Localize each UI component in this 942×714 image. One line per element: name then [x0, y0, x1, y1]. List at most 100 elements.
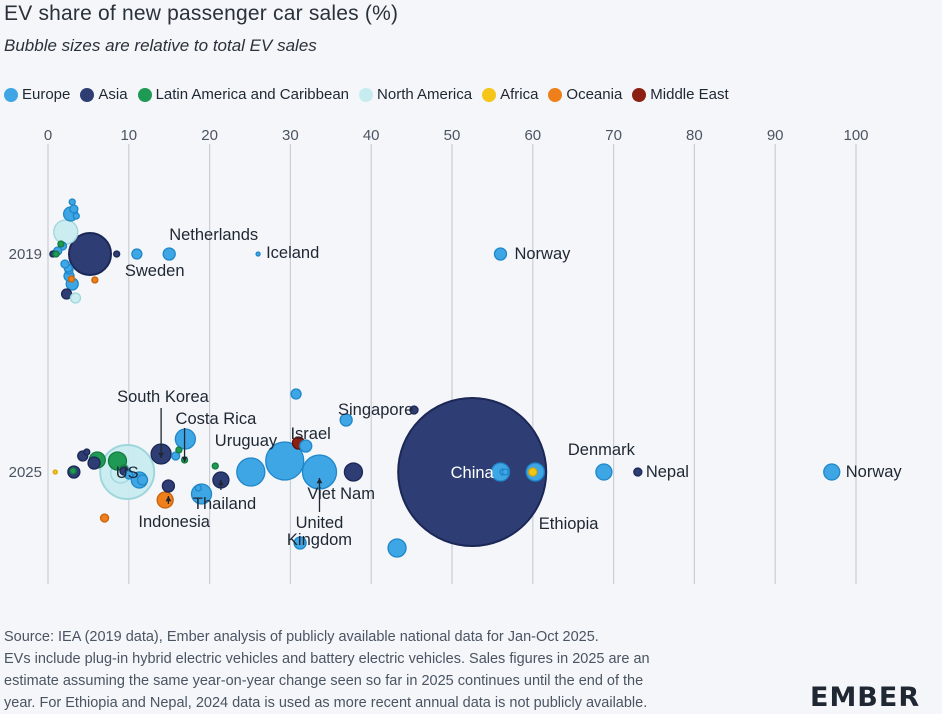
- bubble-africa: [52, 469, 58, 475]
- bubble-europe: [171, 451, 181, 461]
- data-label: Singapore: [338, 401, 413, 419]
- bubble-europe: [60, 259, 70, 269]
- legend: Europe Asia Latin America and Caribbean …: [4, 86, 729, 103]
- bubble-europe: [72, 212, 80, 220]
- x-tick-label: 10: [120, 127, 137, 144]
- data-label: Indonesia: [138, 513, 210, 531]
- data-label: Kingdom: [287, 531, 352, 549]
- y-category-label: 2019: [9, 246, 42, 263]
- bubble-europe: [194, 484, 202, 492]
- source-line: EVs include plug-in hybrid electric vehi…: [4, 651, 650, 667]
- x-tick-label: 100: [843, 127, 868, 144]
- bubble-nepal: [633, 467, 643, 477]
- legend-label: Asia: [98, 86, 128, 103]
- x-tick-label: 90: [767, 127, 784, 144]
- legend-label: North America: [377, 86, 473, 103]
- data-label: United: [296, 514, 344, 532]
- chart-title: EV share of new passenger car sales (%): [4, 2, 399, 25]
- bubble-europe: [69, 204, 79, 214]
- bubble-europe: [299, 439, 313, 453]
- x-tick-label: 60: [524, 127, 541, 144]
- data-label: Costa Rica: [176, 410, 258, 428]
- annotation-arrowhead: [165, 496, 172, 502]
- bubble-europe: [339, 413, 353, 427]
- source-line: Source: IEA (2019 data), Ember analysis …: [4, 629, 599, 645]
- x-tick-label: 70: [605, 127, 622, 144]
- x-tick-label: 40: [363, 127, 380, 144]
- data-label: Nepal: [646, 463, 689, 481]
- source-line: year. For Ethiopia and Nepal, 2024 data …: [4, 695, 648, 711]
- legend-swatch: [632, 87, 647, 102]
- x-tick-label: 20: [201, 127, 218, 144]
- bubble-north-america: [53, 219, 79, 245]
- x-tick-label: 30: [282, 127, 299, 144]
- data-label: Norway: [514, 245, 571, 263]
- bubble-europe: [265, 441, 305, 481]
- bubble-oceania: [156, 491, 174, 509]
- bubble-europe: [68, 198, 76, 206]
- data-label: Uruguay: [215, 432, 278, 450]
- data-label: Denmark: [568, 441, 636, 459]
- legend-item-asia: Asia: [80, 86, 128, 103]
- data-label: Netherlands: [169, 226, 258, 244]
- bubble-latin-america-and-caribbean: [69, 467, 77, 475]
- bubble-viet-nam: [343, 462, 364, 482]
- data-label: Iceland: [266, 244, 319, 262]
- bubble-latin-america-and-caribbean: [211, 462, 219, 470]
- ember-logo: EMBER: [810, 682, 921, 713]
- legend-item-oceania: Oceania: [548, 86, 622, 103]
- source-note: Source: IEA (2019 data), Ember analysis …: [4, 626, 794, 714]
- legend-swatch: [359, 87, 374, 102]
- data-label: China: [451, 464, 495, 482]
- legend-item-africa: Africa: [482, 86, 538, 103]
- legend-swatch: [80, 87, 95, 102]
- bubble-oceania: [91, 276, 99, 284]
- bubble-china: [397, 397, 548, 547]
- legend-swatch: [137, 87, 152, 102]
- data-label: Norway: [846, 463, 903, 481]
- legend-label: Latin America and Caribbean: [155, 86, 350, 103]
- data-label: Ethiopia: [539, 515, 599, 533]
- data-label: US: [116, 464, 139, 482]
- legend-label: Europe: [22, 86, 71, 103]
- bubble-asia: [113, 250, 121, 258]
- bubble-europe: [290, 388, 302, 400]
- legend-item-latin-america: Latin America and Caribbean: [137, 86, 350, 103]
- bubble-latin-america-and-caribbean: [175, 446, 183, 454]
- bubble-europe: [174, 428, 197, 450]
- bubble-norway: [823, 463, 841, 481]
- bubble-sweden: [131, 248, 143, 260]
- legend-swatch: [4, 87, 18, 102]
- bubble-asia: [68, 232, 113, 276]
- legend-swatch: [548, 87, 563, 102]
- legend-label: Oceania: [566, 86, 623, 103]
- bubble-uruguay: [236, 457, 266, 487]
- legend-label: Africa: [500, 86, 539, 103]
- source-line: estimate assuming the same year-on-year …: [4, 673, 644, 689]
- legend-item-middle-east: Middle East: [632, 86, 729, 103]
- annotation-arrowhead: [316, 478, 323, 484]
- bubble-europe: [293, 536, 307, 550]
- bubble-asia: [83, 448, 91, 456]
- x-tick-label: 0: [44, 127, 52, 144]
- bubble-oceania: [67, 275, 76, 283]
- legend-item-north-america: North America: [359, 86, 472, 103]
- bubble-ethiopia: [528, 467, 538, 477]
- data-label: South Korea: [117, 388, 210, 406]
- bubble-singapore: [409, 405, 419, 415]
- bubble-chart: 0 10 20 30 40 50 60 70 80 90 100 2019 2025 Netherland…: [9, 127, 903, 584]
- data-label: Thailand: [193, 495, 256, 513]
- legend-item-europe: Europe: [4, 86, 70, 103]
- bubble-europe: [387, 538, 407, 558]
- bubble-iceland: [255, 251, 261, 257]
- x-tick-label: 50: [444, 127, 461, 144]
- x-tick-label: 80: [686, 127, 703, 144]
- bubble-europe: [136, 474, 149, 486]
- bubble-europe: [501, 468, 509, 476]
- bubble-north-america: [69, 292, 82, 304]
- bubble-latin-america-and-caribbean: [52, 250, 60, 258]
- data-label: Sweden: [125, 262, 185, 280]
- bubble-oceania: [99, 513, 110, 523]
- data-label: Israel: [290, 425, 330, 443]
- y-category-label: 2025: [9, 464, 42, 481]
